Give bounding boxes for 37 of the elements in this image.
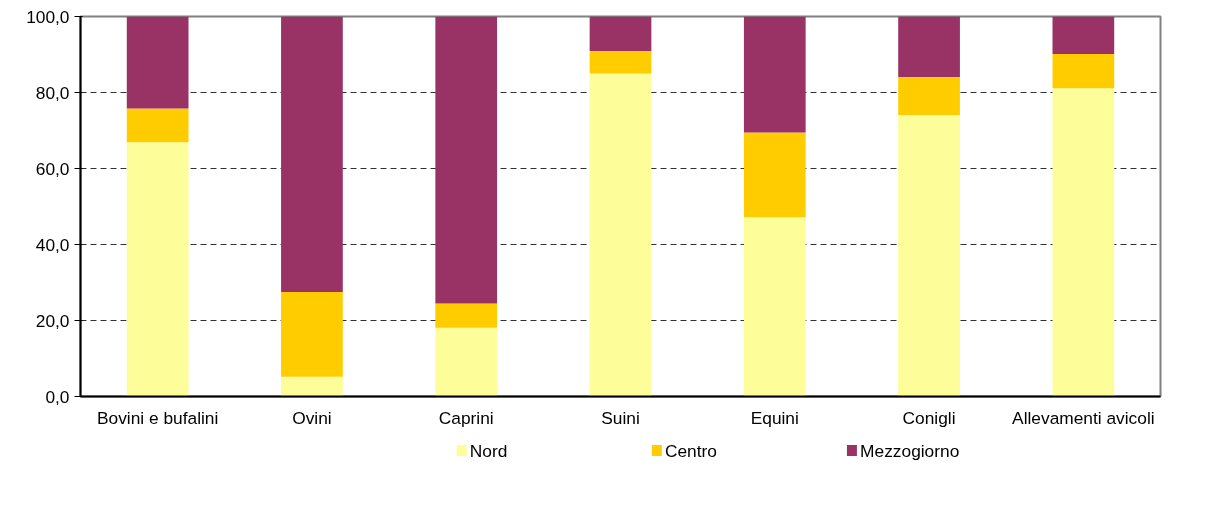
y-tick-label: 100,0	[26, 6, 70, 27]
bar	[1052, 16, 1115, 55]
legend-label: Mezzogiorno	[860, 440, 960, 461]
bar	[281, 376, 343, 397]
bar	[743, 132, 806, 218]
bar	[589, 16, 652, 52]
bar	[589, 51, 652, 74]
x-tick-label: Conigli	[902, 407, 956, 428]
y-tick-label: 0,0	[45, 386, 70, 407]
y-tick-label: 20,0	[35, 310, 70, 331]
x-tick-label: Ovini	[292, 407, 332, 428]
legend-label: Nord	[469, 440, 508, 461]
x-tick-label: Suini	[601, 407, 640, 428]
bar	[898, 76, 960, 115]
bar	[126, 142, 189, 397]
x-tick-label: Allevamenti avicoli	[1012, 407, 1155, 428]
x-tick-label: Equini	[750, 407, 799, 428]
bar	[898, 114, 960, 397]
x-tick-label: Caprini	[438, 407, 494, 428]
bar	[1052, 54, 1115, 89]
bar	[435, 327, 498, 397]
bar	[281, 16, 343, 292]
bar	[898, 16, 960, 77]
bar	[126, 16, 189, 109]
bar	[435, 16, 498, 304]
y-tick-label: 60,0	[35, 158, 70, 179]
bar	[435, 303, 498, 328]
y-tick-label: 40,0	[35, 234, 70, 255]
bar	[126, 108, 189, 143]
bar	[743, 217, 806, 397]
legend-label: Centro	[664, 440, 717, 461]
bar	[743, 16, 806, 133]
bar	[281, 292, 343, 377]
y-tick-label: 80,0	[35, 82, 70, 103]
x-tick-label: Bovini e bufalini	[96, 407, 219, 428]
bar	[1052, 88, 1115, 397]
bar	[589, 73, 652, 397]
